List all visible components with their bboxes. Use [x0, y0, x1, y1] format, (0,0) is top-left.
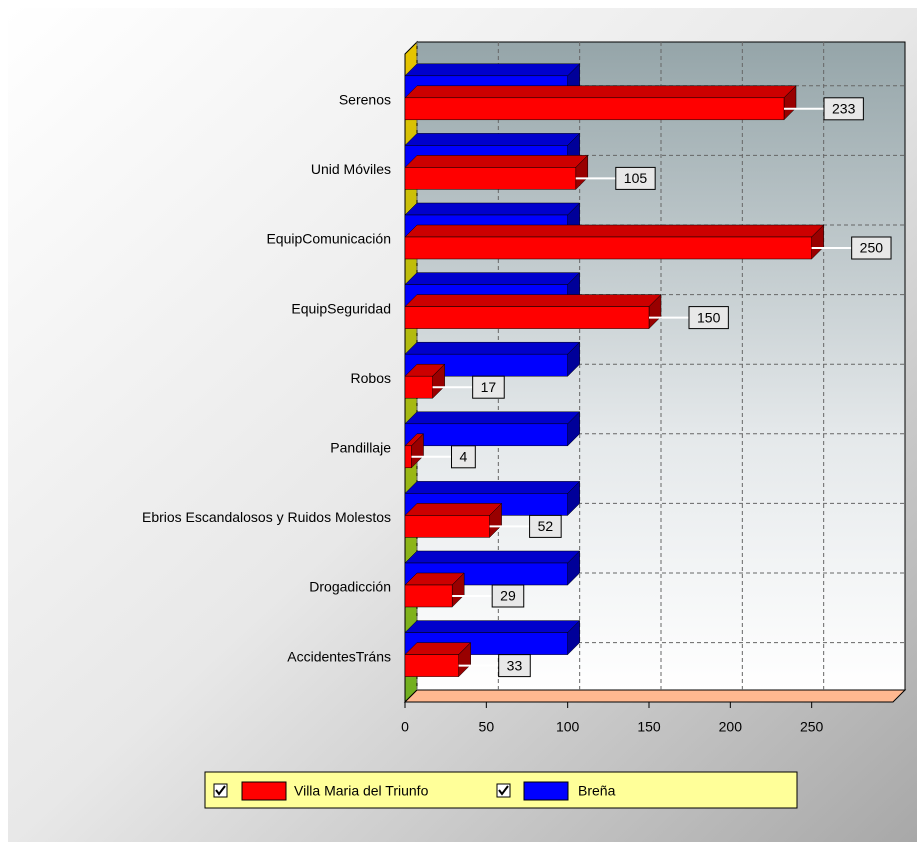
value-label: 29 — [500, 588, 516, 604]
bar — [404, 654, 459, 677]
bar-top — [404, 85, 797, 99]
y-tick-label: Ebrios Escandalosos y Ruidos Molestos — [142, 509, 391, 525]
bar — [404, 97, 785, 121]
bar-top — [404, 133, 581, 146]
bar-top — [404, 294, 662, 307]
y-tick-label: Serenos — [339, 92, 391, 108]
bar-top — [404, 411, 581, 425]
bar-top — [404, 155, 589, 168]
value-label-box — [615, 166, 656, 190]
bar — [404, 515, 490, 538]
x-tick-label: 100 — [556, 719, 580, 735]
check — [215, 785, 226, 796]
bar-top — [404, 224, 825, 238]
y-tick-label: AccidentesTráns — [287, 648, 391, 664]
legend-swatch — [523, 781, 569, 801]
bar — [404, 306, 650, 329]
x-tick-label: 0 — [401, 719, 409, 735]
value-label: 33 — [507, 657, 523, 673]
value-label-box — [529, 514, 562, 538]
x-tick-label: 250 — [800, 719, 824, 735]
value-label: 105 — [624, 170, 648, 186]
value-label: 150 — [697, 309, 721, 325]
value-label: 233 — [832, 101, 856, 117]
x-tick-label: 200 — [719, 719, 743, 735]
value-label-box — [472, 375, 505, 399]
y-tick-label: Pandillaje — [330, 440, 391, 456]
bar — [404, 423, 568, 447]
bar-top — [404, 620, 581, 633]
legend-swatch — [241, 781, 287, 801]
y-tick-label: EquipSeguridad — [291, 300, 391, 316]
bar-top — [404, 272, 581, 285]
value-label-box — [498, 654, 531, 678]
bar — [404, 445, 412, 469]
bar-top — [404, 202, 581, 216]
bar-top — [404, 503, 503, 516]
bar — [404, 584, 453, 608]
value-label-box — [851, 236, 892, 260]
legend: Villa Maria del Triunfo Breña — [204, 771, 798, 809]
bar-top — [404, 63, 581, 77]
value-label-box — [451, 445, 476, 469]
value-label-box — [688, 306, 729, 330]
bar — [404, 236, 812, 260]
y-tick-label: Unid Móviles — [311, 161, 391, 177]
value-label: 4 — [460, 449, 468, 465]
x-tick-label: 50 — [479, 719, 495, 735]
bar-top — [404, 481, 581, 494]
bar-top — [404, 341, 581, 355]
value-label-box — [491, 584, 525, 608]
legend-label: Villa Maria del Triunfo — [294, 783, 429, 799]
x-tick-label: 150 — [637, 719, 661, 735]
legend-label: Breña — [578, 783, 616, 799]
value-label: 250 — [860, 240, 884, 256]
y-tick-label: Robos — [351, 370, 391, 386]
floor — [403, 689, 907, 703]
bar — [404, 167, 577, 190]
value-label: 52 — [538, 518, 554, 534]
value-label: 17 — [481, 379, 497, 395]
bar — [404, 375, 433, 399]
bar-top — [404, 550, 581, 564]
y-tick-label: EquipComunicación — [266, 231, 391, 247]
check — [498, 785, 509, 796]
y-tick-label: Drogadicción — [309, 579, 391, 595]
value-label-box — [823, 97, 864, 121]
